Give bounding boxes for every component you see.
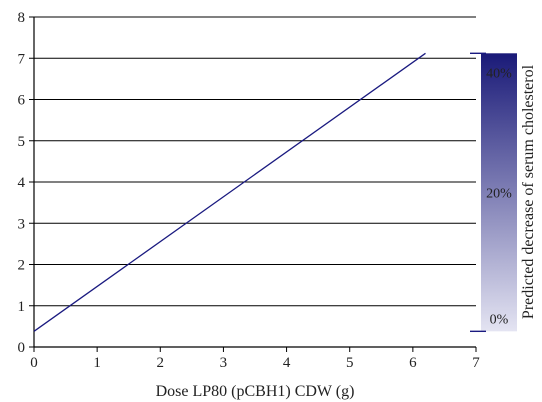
y-tick-label: 0 bbox=[18, 340, 26, 356]
colorbar-tick-label: 0% bbox=[490, 312, 509, 327]
x-tick-label: 5 bbox=[346, 355, 354, 371]
y-tick-label: 4 bbox=[18, 175, 26, 191]
y-tick-label: 3 bbox=[18, 216, 26, 232]
colorbar-title: Predicted decrease of serum cholesterol bbox=[520, 64, 537, 319]
x-tick-label: 4 bbox=[283, 355, 291, 371]
x-tick-label: 3 bbox=[220, 355, 228, 371]
colorbar: 0% 20% 40% bbox=[470, 52, 517, 333]
y-tick-label: 8 bbox=[18, 10, 26, 26]
x-tick-label: 2 bbox=[157, 355, 165, 371]
colorbar-tick-label: 40% bbox=[486, 66, 512, 81]
y-tick-label: 1 bbox=[18, 299, 26, 315]
x-axis-label: Dose LP80 (pCBH1) CDW (g) bbox=[156, 383, 355, 400]
colorbar-tick-label: 20% bbox=[486, 186, 512, 201]
series-line bbox=[33, 52, 426, 332]
x-tick-label: 6 bbox=[409, 355, 417, 371]
y-tick-label: 5 bbox=[18, 134, 26, 150]
y-tick-label: 7 bbox=[18, 51, 26, 67]
x-tick-label: 0 bbox=[30, 355, 38, 371]
tick-labels: 0 1 2 3 4 5 6 7 8 0 1 2 3 4 5 6 7 bbox=[18, 10, 481, 371]
series bbox=[33, 52, 426, 332]
x-tick-label: 7 bbox=[472, 355, 480, 371]
colorbar-gradient bbox=[481, 53, 517, 332]
y-tick-label: 6 bbox=[18, 93, 26, 109]
x-tick-label: 1 bbox=[93, 355, 101, 371]
y-tick-label: 2 bbox=[18, 258, 26, 274]
axes bbox=[29, 16, 477, 352]
gridlines bbox=[34, 16, 476, 307]
